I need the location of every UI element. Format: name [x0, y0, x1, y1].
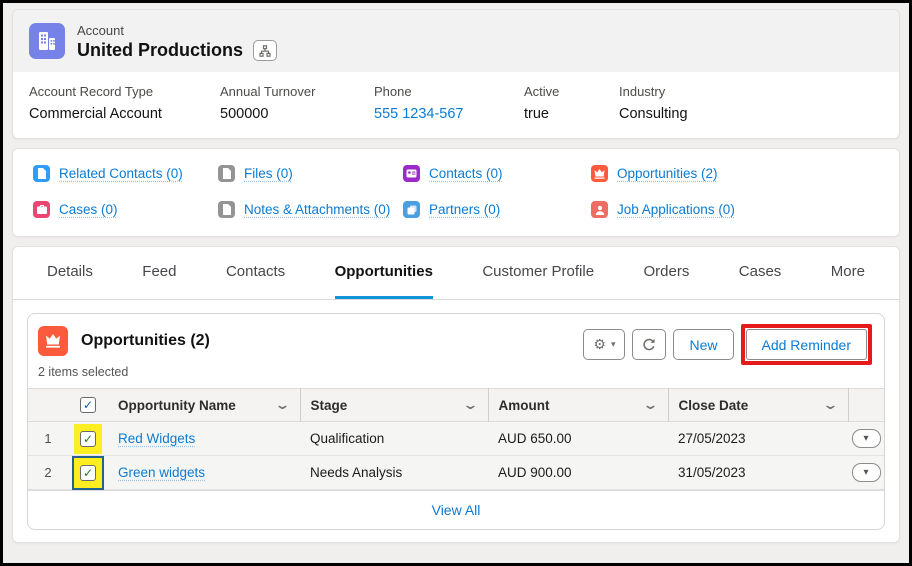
row-number: 2: [44, 465, 52, 480]
amount-cell: AUD 650.00: [498, 431, 572, 446]
sort-chevron-icon[interactable]: ⌄: [821, 397, 839, 412]
quicklink-contacts: Contacts (0): [403, 165, 591, 182]
view-all-link[interactable]: View All: [431, 502, 481, 518]
opportunities-panel: Opportunities (2) 2 items selected ⚙ ▾ Ne…: [27, 313, 885, 530]
tab-opportunities[interactable]: Opportunities: [334, 247, 433, 299]
opportunity-name-link[interactable]: Red Widgets: [118, 431, 196, 446]
opportunity-name-link[interactable]: Green widgets: [118, 465, 206, 480]
quicklink-opportunities: Opportunities (2): [591, 165, 879, 182]
tab-more[interactable]: More: [830, 263, 865, 280]
account-header-top: Account United Productions: [13, 10, 899, 72]
opportunities-icon: [38, 326, 68, 356]
quicklink-partners: Partners (0): [403, 201, 591, 218]
column-amount[interactable]: Amount ⌄: [487, 388, 668, 422]
close-date-cell: 31/05/2023: [678, 465, 746, 480]
notes-icon: [218, 201, 235, 218]
table-header-row: Opportunity Name⌄ Stage⌄ Amount⌄ Close D…: [28, 388, 884, 422]
column-opportunity-name[interactable]: Opportunity Name ⌄: [118, 397, 291, 413]
column-close-date[interactable]: Close Date ⌄: [667, 388, 848, 422]
field-phone: Phone 555 1234-567: [374, 84, 464, 122]
related-list-quick-links: Related Contacts (0) Files (0) Contacts …: [12, 148, 900, 237]
field-annual-turnover: Annual Turnover 500000: [220, 84, 316, 122]
cases-icon: [33, 201, 50, 218]
gear-icon: ⚙: [593, 336, 606, 352]
quicklink-notes-attachments: Notes & Attachments (0): [218, 201, 403, 218]
opportunities-panel-header: Opportunities (2) 2 items selected ⚙ ▾ Ne…: [28, 314, 884, 388]
amount-cell: AUD 900.00: [498, 465, 572, 480]
column-stage[interactable]: Stage ⌄: [299, 388, 488, 422]
stage-cell: Qualification: [310, 431, 385, 446]
close-date-cell: 27/05/2023: [678, 431, 746, 446]
tab-details[interactable]: Details: [47, 263, 93, 280]
page-title: United Productions: [77, 40, 243, 60]
new-button[interactable]: New: [673, 329, 734, 360]
tab-bar: Details Feed Contacts Opportunities Cust…: [13, 247, 899, 300]
select-all-checkbox[interactable]: [80, 397, 96, 413]
select-all-header: [68, 389, 108, 422]
highlights-panel: Account Record Type Commercial Account A…: [13, 72, 899, 138]
tab-orders[interactable]: Orders: [643, 263, 690, 280]
tab-contacts[interactable]: Contacts: [225, 263, 286, 280]
partners-icon: [403, 201, 420, 218]
sort-chevron-icon[interactable]: ⌄: [273, 397, 291, 412]
tab-feed[interactable]: Feed: [142, 263, 177, 280]
entity-label: Account: [77, 23, 124, 38]
refresh-icon: [643, 338, 656, 350]
account-header-card: Account United Productions Account Recor…: [12, 9, 900, 139]
panel-title: Opportunities (2): [81, 332, 210, 349]
table-row[interactable]: 2 Green widgets Needs Analysis AUD 900.0…: [28, 455, 884, 490]
row-number: 1: [44, 431, 52, 446]
column-actions: [847, 388, 884, 422]
quicklink-files: Files (0): [218, 165, 403, 182]
add-reminder-button[interactable]: Add Reminder: [745, 329, 867, 360]
quicklink-cases: Cases (0): [33, 201, 218, 218]
tab-cases[interactable]: Cases: [738, 263, 782, 280]
quicklink-related-contacts: Related Contacts (0): [33, 165, 218, 182]
tab-customer-profile[interactable]: Customer Profile: [482, 263, 595, 280]
row-checkbox[interactable]: [80, 464, 96, 481]
view-hierarchy-button[interactable]: [253, 40, 277, 61]
row-actions-button[interactable]: [851, 463, 881, 482]
selection-status: 2 items selected: [38, 365, 129, 379]
account-icon: [29, 23, 65, 59]
field-industry: Industry Consulting: [619, 84, 688, 122]
row-number-header: [28, 389, 68, 422]
quicklink-job-applications: Job Applications (0): [591, 201, 879, 218]
chevron-down-icon: ▾: [610, 339, 616, 349]
list-settings-button[interactable]: ⚙ ▾: [583, 329, 626, 360]
field-active: Active true: [524, 84, 560, 122]
hierarchy-icon: [259, 44, 271, 57]
sort-chevron-icon[interactable]: ⌄: [641, 397, 659, 412]
checkbox-highlight: [72, 455, 104, 490]
sort-chevron-icon[interactable]: ⌄: [461, 397, 479, 412]
annotation-red-box: Add Reminder: [740, 324, 872, 365]
record-tabs-card: Details Feed Contacts Opportunities Cust…: [12, 246, 900, 543]
phone-link[interactable]: 555 1234-567: [374, 106, 464, 122]
files-icon: [218, 165, 235, 182]
row-actions-button[interactable]: [851, 429, 881, 448]
job-applications-icon: [591, 201, 608, 218]
field-account-record-type: Account Record Type Commercial Account: [29, 84, 162, 122]
opportunities-table: Opportunity Name⌄ Stage⌄ Amount⌄ Close D…: [28, 388, 884, 490]
refresh-button[interactable]: [632, 329, 667, 360]
contacts-icon: [403, 165, 420, 182]
checkbox-highlight: [74, 423, 102, 454]
opportunities-small-icon: [591, 165, 608, 182]
stage-cell: Needs Analysis: [310, 465, 403, 480]
table-row[interactable]: 1 Red Widgets Qualification AUD 650.00 2…: [28, 421, 884, 456]
title-block: Account United Productions: [77, 23, 277, 61]
related-contacts-icon: [33, 165, 50, 182]
row-checkbox[interactable]: [80, 430, 96, 447]
